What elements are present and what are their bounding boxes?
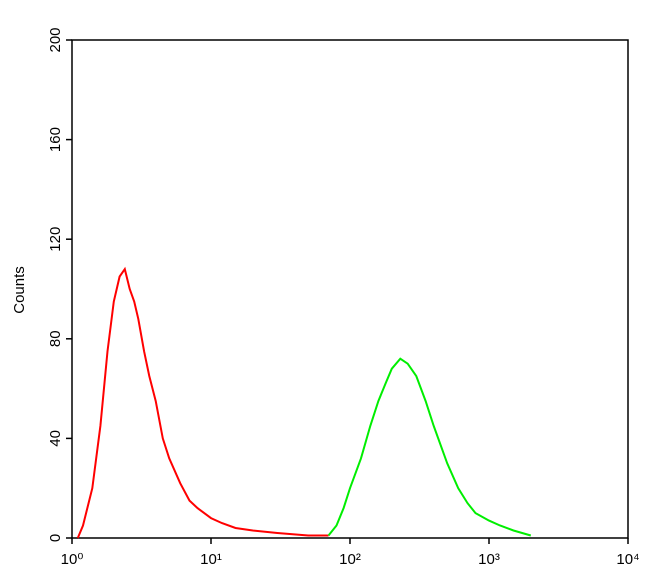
x-tick-label: 10⁰ — [61, 551, 84, 568]
x-tick-label: 10⁴ — [616, 551, 639, 568]
x-tick-label: 10¹ — [200, 551, 222, 568]
y-tick-label: 160 — [47, 127, 64, 152]
y-tick-label: 0 — [47, 534, 64, 542]
histogram-line — [327, 357, 532, 537]
y-tick-label: 120 — [47, 227, 64, 252]
histogram-line — [76, 266, 329, 539]
x-tick-label: 10³ — [478, 551, 500, 568]
y-tick-label: 200 — [47, 27, 64, 52]
y-axis-label: Counts — [11, 266, 28, 314]
x-tick-label: 10² — [339, 551, 361, 568]
plot-frame — [71, 39, 629, 539]
y-tick-label: 40 — [47, 430, 64, 447]
y-tick-label: 80 — [47, 330, 64, 347]
